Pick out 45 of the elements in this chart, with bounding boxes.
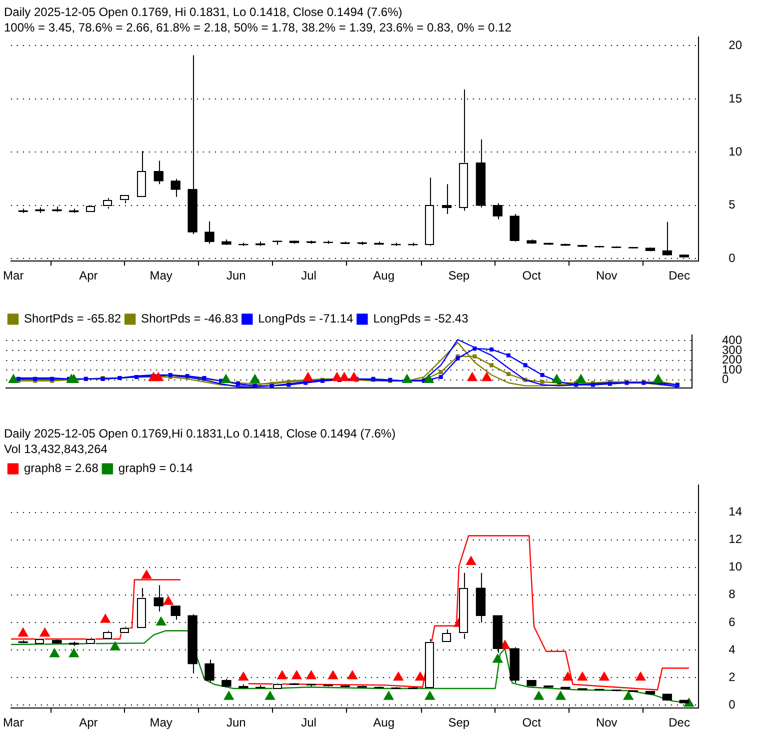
y-tick-label: 2 [728, 670, 736, 684]
x-tick-label: Aug [373, 715, 395, 730]
x-tick-label: Nov [596, 715, 618, 730]
y-tick-label: 14 [728, 504, 742, 519]
y-tick-label: 6 [728, 614, 736, 629]
x-tick-label: Oct [522, 268, 542, 282]
legend-label: ShortPds = -46.83 [141, 312, 238, 326]
x-tick-label: Dec [668, 268, 690, 282]
x-tick-label: Apr [79, 268, 98, 282]
y-tick-label: 8 [728, 587, 736, 602]
y-tick-label: 0 [722, 372, 729, 386]
x-tick-label: Jun [226, 268, 246, 282]
x-tick-label: Dec [668, 715, 690, 730]
y-tick-label: 10 [728, 560, 742, 574]
x-tick-label: Sep [448, 268, 470, 282]
x-tick-label: Mar [3, 715, 24, 730]
y-tick-label: 10 [728, 144, 742, 159]
chart-subtitle: 100% = 3.45, 78.6% = 2.66, 61.8% = 2.18, 50% = 1.78, 38.2% = 1.39, 23.6% = 0.83, 0% = 0.12 [4, 20, 512, 34]
x-tick-label: Jul [301, 268, 316, 282]
x-tick-label: Mar [3, 268, 24, 282]
y-tick-label: 12 [728, 532, 742, 546]
legend-label: LongPds = -71.14 [258, 312, 354, 326]
x-tick-label: Oct [522, 715, 542, 730]
y-tick-label: 20 [728, 38, 742, 52]
x-tick-label: May [150, 715, 172, 730]
y-tick-label: 5 [728, 198, 736, 212]
chart-title: Daily 2025-12-05 Open 0.1769, Hi 0.1831, Lo 0.1418, Close 0.1494 (7.6%) [4, 4, 402, 19]
legend-label: graph8 = 2.68 [24, 461, 99, 476]
y-tick-label: 0 [728, 697, 736, 712]
x-tick-label: Jun [226, 715, 246, 730]
x-tick-label: Aug [373, 268, 395, 282]
x-tick-label: Sep [448, 715, 470, 730]
x-tick-label: May [150, 268, 172, 282]
x-tick-label: Apr [79, 715, 98, 730]
legend-label: LongPds = -52.43 [373, 312, 469, 326]
chart-subtitle: Vol 13,432,843,264 [4, 442, 108, 456]
legend-label: graph9 = 0.14 [118, 461, 194, 476]
chart-title: Daily 2025-12-05 Open 0.1769,Hi 0.1831,Lo 0.1418, Close 0.1494 (7.6%) [4, 426, 396, 441]
y-tick-label: 15 [728, 91, 742, 106]
x-tick-label: Nov [596, 268, 618, 282]
y-tick-label: 4 [728, 642, 736, 656]
y-tick-label: 400 [722, 332, 742, 347]
x-tick-label: Jul [301, 715, 316, 730]
legend-label: ShortPds = -65.82 [24, 312, 122, 326]
y-tick-label: 0 [728, 250, 736, 265]
